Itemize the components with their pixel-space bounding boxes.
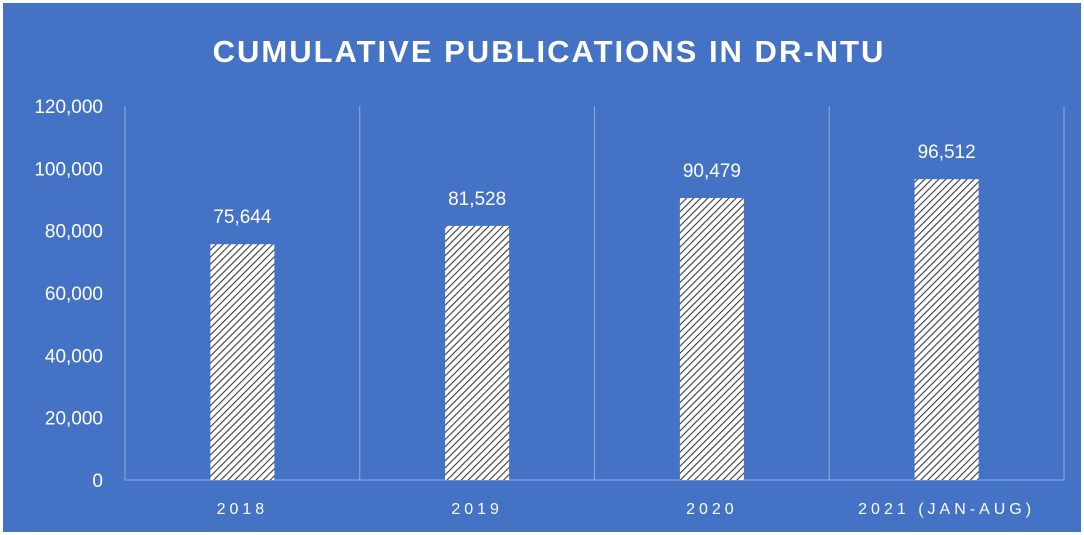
bar — [914, 179, 979, 480]
data-label: 96,512 — [918, 142, 976, 163]
x-tick-label: 2020 — [686, 501, 738, 518]
y-tick-label: 40,000 — [45, 346, 103, 367]
x-tick-label: 2018 — [217, 501, 269, 518]
y-axis-ticks: 0 20,000 40,000 60,000 80,000 100,000 120,000 — [34, 97, 103, 492]
data-label: 75,644 — [213, 207, 272, 228]
data-labels: 75,644 81,528 90,479 96,512 — [213, 142, 975, 228]
y-tick-label: 60,000 — [45, 284, 103, 305]
bar — [445, 225, 510, 480]
y-tick-label: 100,000 — [34, 159, 103, 180]
bar — [679, 198, 744, 480]
data-label: 90,479 — [683, 161, 741, 182]
bar — [210, 244, 275, 480]
x-axis-ticks: 2018 2019 2020 2021 (JAN-AUG) — [217, 501, 1035, 518]
y-tick-label: 120,000 — [34, 97, 103, 118]
data-label: 81,528 — [448, 189, 506, 210]
bars — [210, 179, 979, 480]
y-tick-label: 20,000 — [45, 409, 103, 430]
x-tick-label: 2021 (JAN-AUG) — [858, 501, 1035, 518]
x-tick-label: 2019 — [451, 501, 503, 518]
y-tick-label: 80,000 — [45, 222, 103, 243]
y-tick-label: 0 — [92, 471, 103, 492]
chart-title: CUMULATIVE PUBLICATIONS IN DR-NTU — [213, 34, 886, 69]
gridlines — [124, 106, 1065, 481]
